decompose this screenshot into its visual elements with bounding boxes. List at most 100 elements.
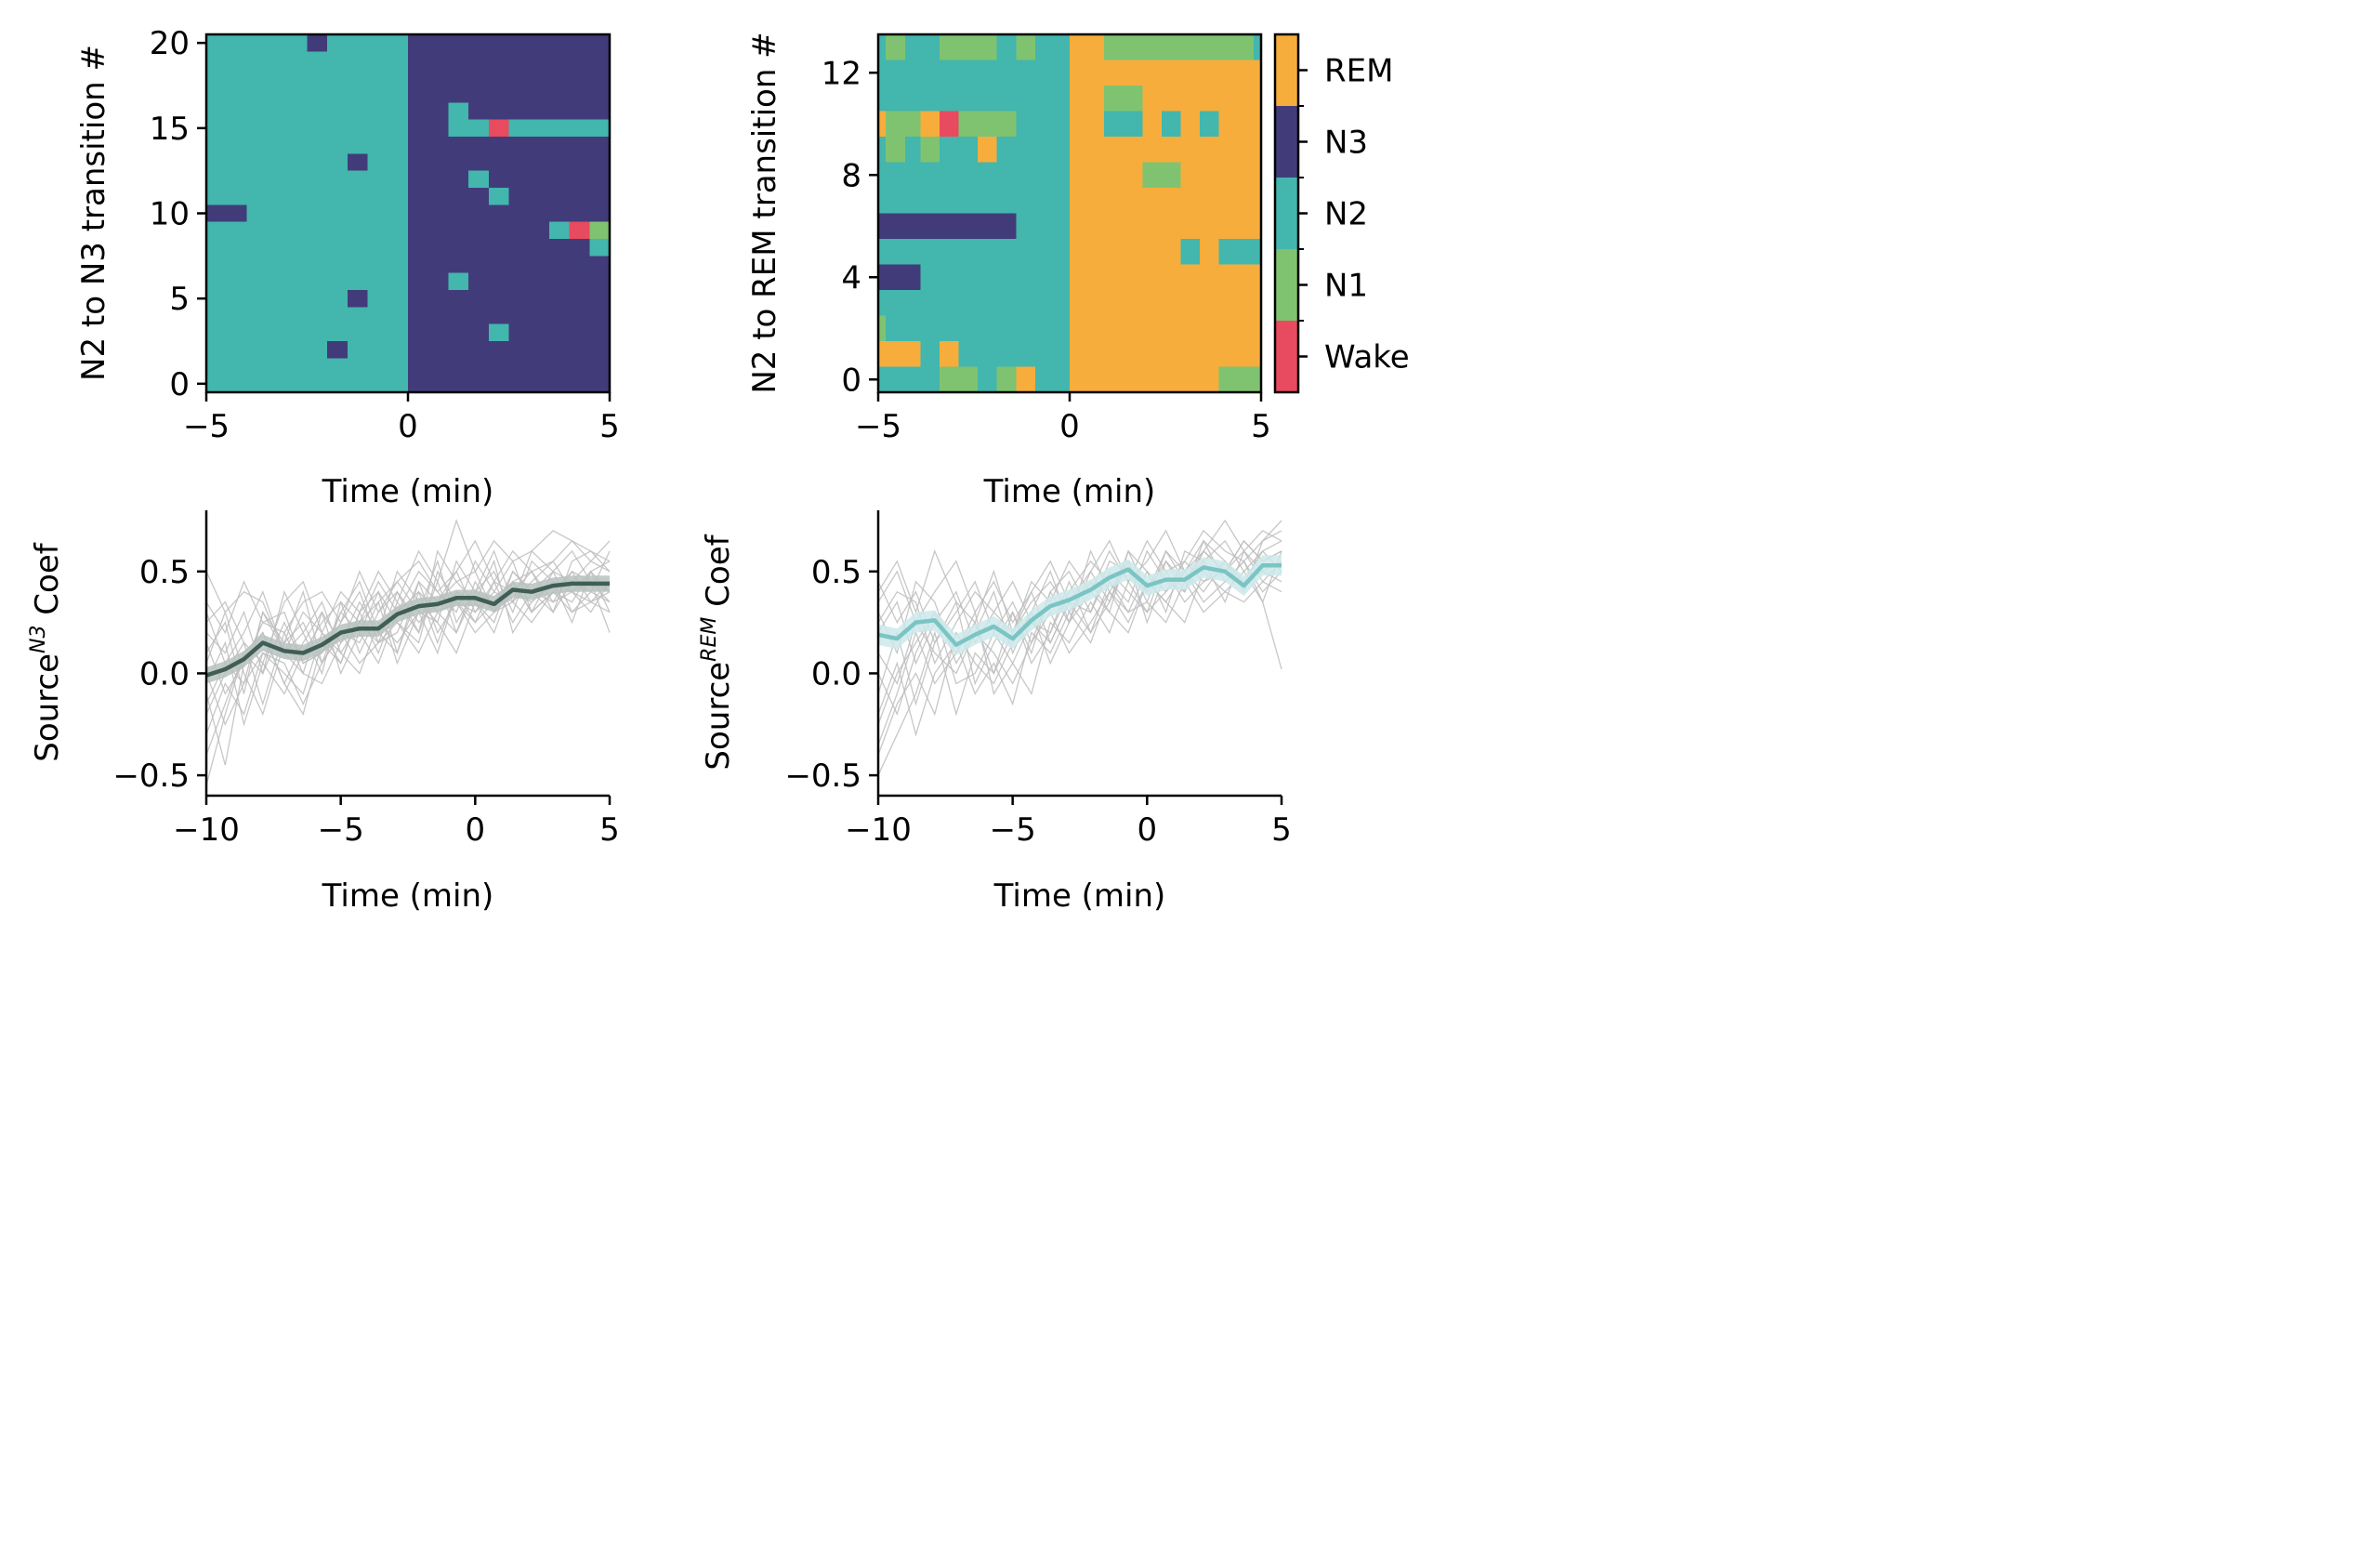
y-axis-label: N2 to REM transition # (746, 32, 783, 393)
x-tick-label: 5 (1251, 408, 1271, 445)
axes: −10 −5 0 5 −0.5 0.0 0.5 (784, 510, 1292, 849)
x-tick-label: 0 (466, 811, 486, 849)
x-tick-label: 0 (398, 408, 418, 445)
heatmap-cell (448, 119, 489, 137)
colorbar-swatch-rem (1275, 34, 1298, 106)
x-axis-label: Time (min) (993, 877, 1166, 915)
heatmap-cell (878, 341, 921, 367)
heatmap-cell (939, 111, 959, 137)
heatmap-cell (468, 170, 489, 188)
axis-ticks: −5 0 5 0 5 10 15 20 (150, 25, 620, 445)
x-tick-label: 0 (1059, 408, 1080, 445)
x-tick-label: 5 (599, 811, 620, 849)
line-plot-area (206, 518, 611, 786)
heatmap-cell (1218, 366, 1261, 392)
heatmap-cell (589, 239, 610, 257)
axes: −10 −5 0 5 −0.5 0.0 0.5 (112, 510, 620, 849)
series-group (206, 518, 611, 786)
y-tick-label: 8 (841, 157, 861, 194)
heatmap-cell (448, 102, 469, 120)
heatmap-cells (878, 34, 1261, 392)
x-tick-label: 0 (1137, 811, 1158, 849)
colorbar-label: N2 (1324, 196, 1368, 233)
y-tick-label: 0.5 (811, 554, 861, 591)
heatmap-cell (1104, 86, 1143, 112)
y-tick-label: 12 (822, 55, 861, 92)
mean-line (206, 581, 610, 678)
heatmap-cell (1142, 162, 1181, 188)
colorbar-swatches (1275, 34, 1298, 392)
subject-line (878, 570, 1282, 685)
y-tick-label: 15 (150, 111, 190, 148)
y-tick-label: 0 (169, 366, 190, 403)
x-tick-label: −10 (845, 811, 912, 849)
x-tick-label: 5 (1271, 811, 1292, 849)
heatmap-cell (589, 221, 610, 239)
heatmap-cell (448, 272, 469, 290)
heatmap-cell (347, 153, 368, 171)
y-tick-label: 5 (169, 281, 190, 318)
heatmap-cell (886, 34, 905, 60)
x-tick-label: −10 (173, 811, 240, 849)
y-tick-label: 0.0 (811, 655, 861, 692)
axis-ticks: −5 0 5 0 4 8 12 (822, 55, 1271, 445)
heatmap-cell (548, 221, 570, 239)
x-tick-label: 5 (599, 408, 620, 445)
heatmap-cell (1253, 34, 1261, 60)
x-axis-label: Time (min) (322, 473, 494, 510)
colorbar-label: N1 (1324, 268, 1368, 305)
heatmap-cell (939, 34, 997, 60)
heatmap-cell (878, 315, 887, 341)
heatmap-cell (1218, 239, 1261, 265)
x-tick-label: −5 (183, 408, 230, 445)
x-tick-label: −5 (990, 811, 1036, 849)
heatmap-cell (939, 341, 959, 367)
heatmap-cell (307, 34, 328, 52)
heatmap-cell (327, 341, 348, 359)
colorbar-labels: REM N3 N2 N1 Wake (1298, 53, 1410, 376)
colorbar-swatch-n1 (1275, 249, 1298, 321)
y-tick-label: 20 (150, 25, 190, 62)
series-group (878, 519, 1282, 776)
heatmap-cell (1104, 111, 1143, 137)
y-tick-label: 0.0 (139, 655, 190, 692)
heatmap-cell (878, 264, 921, 290)
y-axis-label: SourceN3 Coef (27, 542, 66, 762)
figure: −5 0 5 0 5 10 15 20 Time (min) N2 to N3 transit… (27, 25, 1410, 915)
subject-line (206, 570, 611, 715)
heatmap-cell (878, 111, 887, 137)
stage-block-rem (1070, 34, 1261, 392)
heatmap-cell (1200, 111, 1219, 137)
heatmap-cell (958, 111, 1017, 137)
y-tick-label: −0.5 (112, 758, 190, 795)
colorbar-label: N3 (1324, 125, 1368, 162)
y-tick-label: 0.5 (139, 554, 190, 591)
colorbar-swatch-wake (1275, 321, 1298, 392)
heatmap-cell (1016, 34, 1035, 60)
subject-line (878, 560, 1282, 717)
x-tick-label: −5 (855, 408, 901, 445)
mean-line (878, 562, 1282, 647)
x-axis-label: Time (min) (983, 473, 1156, 510)
heatmap-cell (508, 119, 610, 137)
y-axis-label: N2 to N3 transition # (75, 45, 112, 381)
heatmap-cell (878, 213, 1017, 239)
y-tick-label: 4 (841, 259, 861, 297)
heatmap-cell (488, 323, 509, 341)
y-tick-label: 0 (841, 362, 861, 399)
y-axis-label: SourceREM Coef (698, 534, 737, 770)
heatmap-cell (206, 204, 247, 222)
x-axis-label: Time (min) (322, 877, 494, 915)
sleep-stage-colorbar: REM N3 N2 N1 Wake (1273, 33, 1410, 394)
rem-source-coef-panel: −10 −5 0 5 −0.5 0.0 0.5 Time (min) SourceREM C… (698, 510, 1292, 915)
heatmap-cell (347, 290, 368, 308)
heatmap-cell (886, 111, 921, 137)
mean-confidence-band (206, 575, 610, 684)
heatmap-cell (996, 366, 1017, 392)
heatmap-cell (939, 366, 979, 392)
heatmap-cell (978, 137, 997, 163)
heatmap-cell (1016, 366, 1035, 392)
heatmap-cell (886, 137, 905, 163)
heatmap-cell (1104, 34, 1254, 60)
heatmap-cell (1161, 111, 1181, 137)
